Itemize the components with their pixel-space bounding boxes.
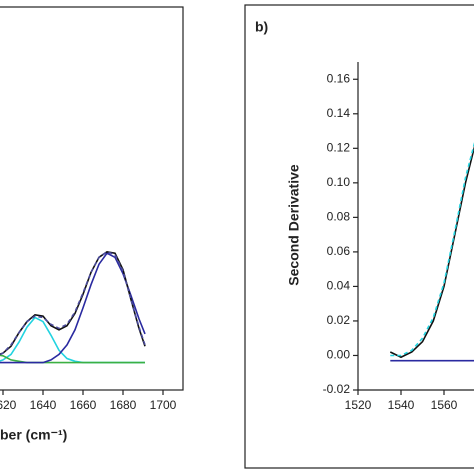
y-tick-label: -0.02 bbox=[323, 382, 351, 396]
y-tick-label: 0.10 bbox=[327, 175, 351, 189]
y-tick-label: 0.14 bbox=[327, 106, 351, 120]
series-line bbox=[390, 141, 474, 357]
series-line bbox=[0, 354, 145, 364]
series-line bbox=[389, 145, 474, 359]
y-tick-label: 0.16 bbox=[327, 71, 351, 85]
x-tick-label: 1660 bbox=[70, 398, 97, 412]
y-tick-label: 0.08 bbox=[327, 210, 351, 224]
y-tick-label: 0.06 bbox=[327, 244, 351, 258]
panel-frame bbox=[244, 4, 474, 469]
plot-area bbox=[389, 141, 474, 362]
x-tick-label: 1540 bbox=[388, 398, 415, 412]
x-axis-label: ber (cm⁻¹) bbox=[0, 427, 67, 443]
y-tick-label: 0.02 bbox=[327, 313, 351, 327]
series-line bbox=[0, 250, 146, 356]
series-line bbox=[0, 316, 145, 364]
x-tick-label: 1560 bbox=[431, 398, 458, 412]
x-tick-label: 1680 bbox=[110, 398, 137, 412]
axes-frame bbox=[0, 6, 184, 391]
x-tick-label: 1640 bbox=[30, 398, 57, 412]
y-axis-label: Second Derivative bbox=[286, 164, 302, 286]
series-line bbox=[0, 252, 146, 364]
y-tick-label: 0.00 bbox=[327, 348, 351, 362]
y-tick-label: 0.12 bbox=[327, 140, 351, 154]
x-tick-label: 1620 bbox=[0, 398, 17, 412]
y-tick-label: 0.04 bbox=[327, 279, 351, 293]
x-tick-label: 1520 bbox=[345, 398, 372, 412]
series-line bbox=[0, 250, 146, 355]
plot-area bbox=[0, 250, 146, 364]
x-tick-label: 1700 bbox=[150, 398, 177, 412]
panel-label: b) bbox=[255, 19, 268, 35]
